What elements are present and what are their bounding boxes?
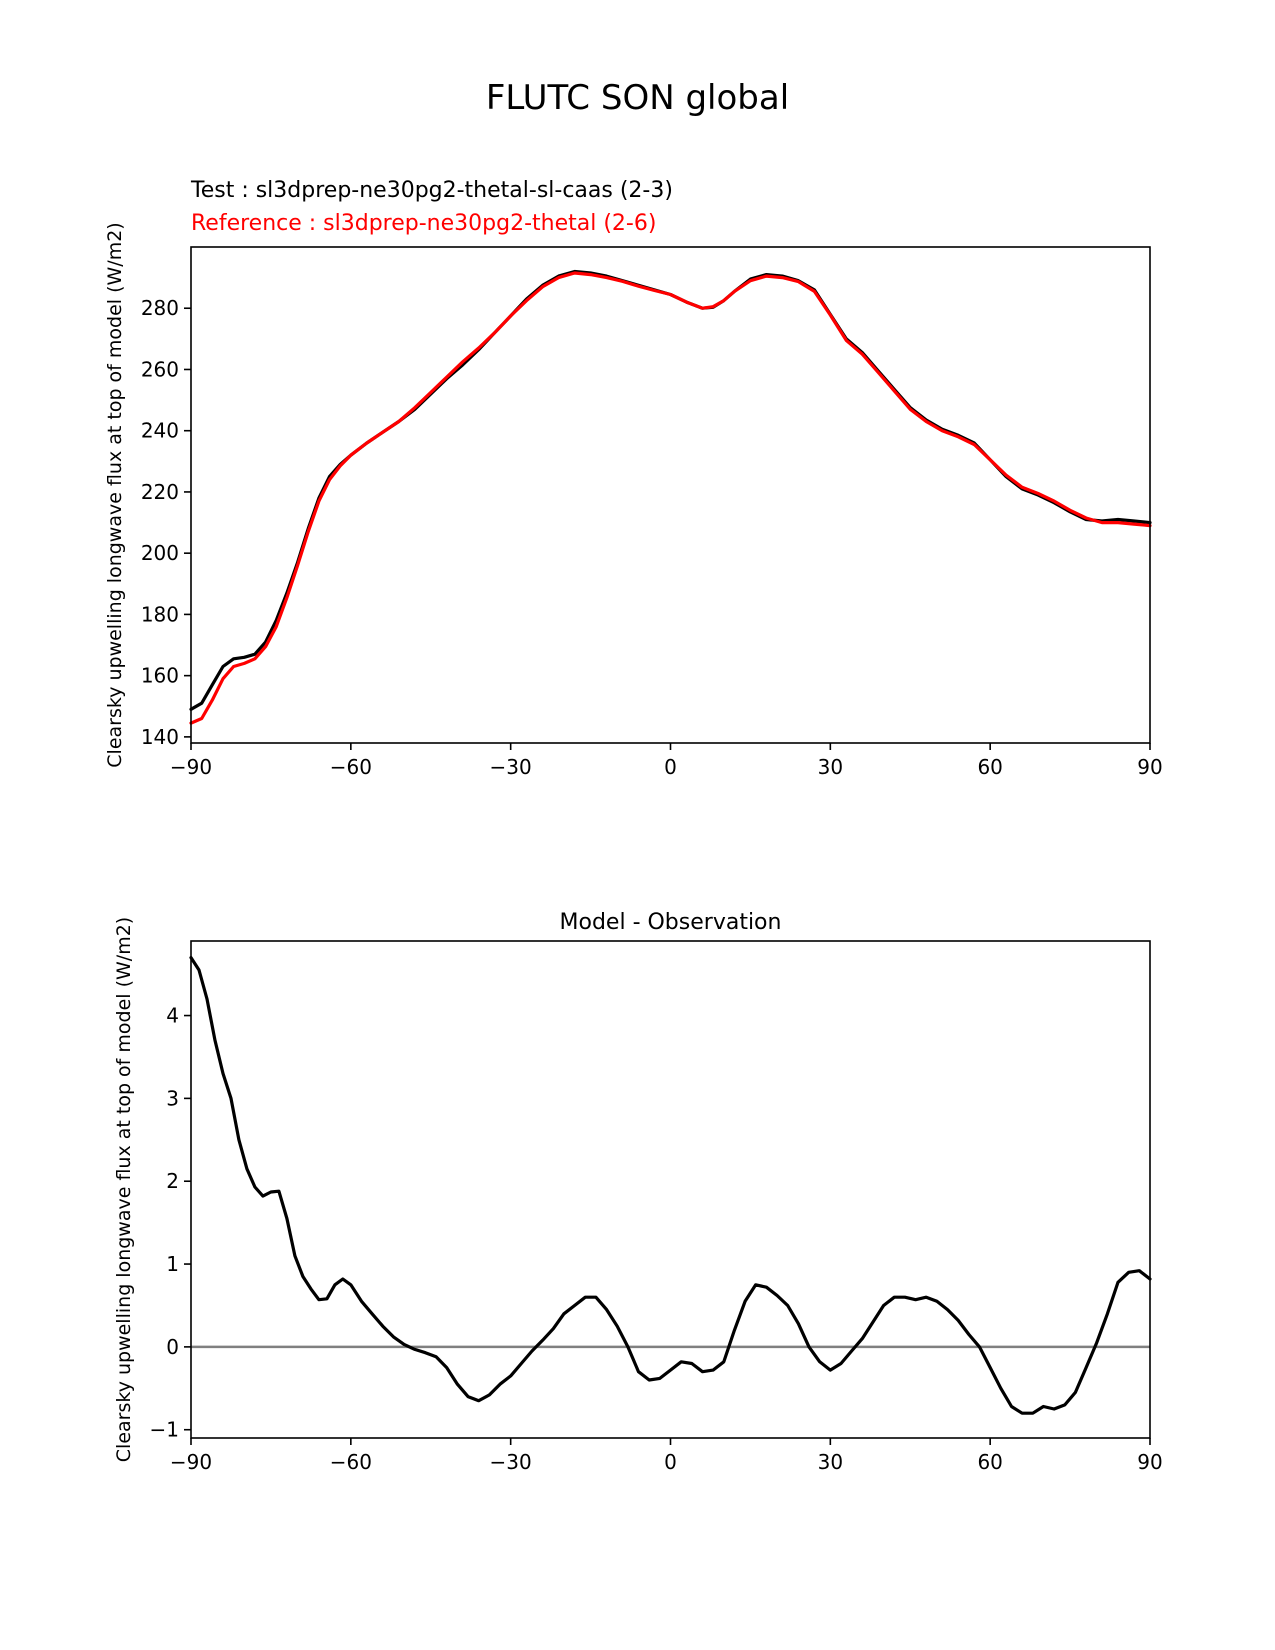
y-tick-label: 180	[141, 602, 179, 626]
x-tick-label: 60	[977, 1450, 1002, 1474]
chart-panel-1: −90 −60 −30 0 30 60 90 140 160 180 200 220 240 260 280…	[104, 178, 1163, 779]
y-axis-label: Clearsky upwelling longwave flux at top …	[113, 917, 135, 1462]
x-tick-label: 90	[1137, 1450, 1162, 1474]
x-tick-label: 30	[818, 755, 843, 779]
y-tick-label: 0	[166, 1335, 179, 1359]
y-tick-label: 2	[166, 1169, 179, 1193]
x-tick-label: 30	[818, 1450, 843, 1474]
x-tick-label: −90	[170, 755, 212, 779]
y-tick-label: 140	[141, 725, 179, 749]
test-subtitle: Test : sl3dprep-ne30pg2-thetal-sl-caas (…	[190, 178, 673, 203]
series-line-1	[189, 269, 1152, 711]
series-line-1	[189, 956, 1152, 1415]
y-tick-label: 240	[141, 419, 179, 443]
y-tick-label: 1	[166, 1252, 179, 1276]
y-tick-label: 4	[166, 1004, 179, 1028]
plot-frame	[190, 940, 1151, 1439]
figure-title: FLUTC SON global	[486, 78, 789, 118]
y-tick-label: 260	[141, 357, 179, 381]
x-tick-label: 90	[1137, 755, 1162, 779]
reference-subtitle: Reference : sl3dprep-ne30pg2-thetal (2-6…	[191, 211, 656, 236]
y-tick-label: 280	[141, 296, 179, 320]
series-line-2	[189, 271, 1152, 725]
x-tick-label: 0	[664, 1450, 677, 1474]
y-axis-label: Clearsky upwelling longwave flux at top …	[104, 222, 126, 767]
panel-title: Model - Observation	[560, 910, 782, 935]
x-tick-label: 60	[977, 755, 1002, 779]
x-tick-label: −30	[490, 1450, 532, 1474]
x-tick-label: −60	[330, 1450, 372, 1474]
x-tick-label: −30	[490, 755, 532, 779]
x-tick-label: 0	[664, 755, 677, 779]
y-tick-label: 220	[141, 480, 179, 504]
y-tick-label: 3	[166, 1086, 179, 1110]
y-tick-label: −1	[150, 1418, 179, 1442]
chart-panel-2: −90 −60 −30 0 30 60 90 −1 0 1 2 3 4 Clearsky upwellin…	[113, 910, 1163, 1474]
plot-frame	[190, 246, 1151, 744]
y-tick-label: 200	[141, 541, 179, 565]
x-tick-label: −60	[330, 755, 372, 779]
x-tick-label: −90	[170, 1450, 212, 1474]
y-tick-label: 160	[141, 664, 179, 688]
